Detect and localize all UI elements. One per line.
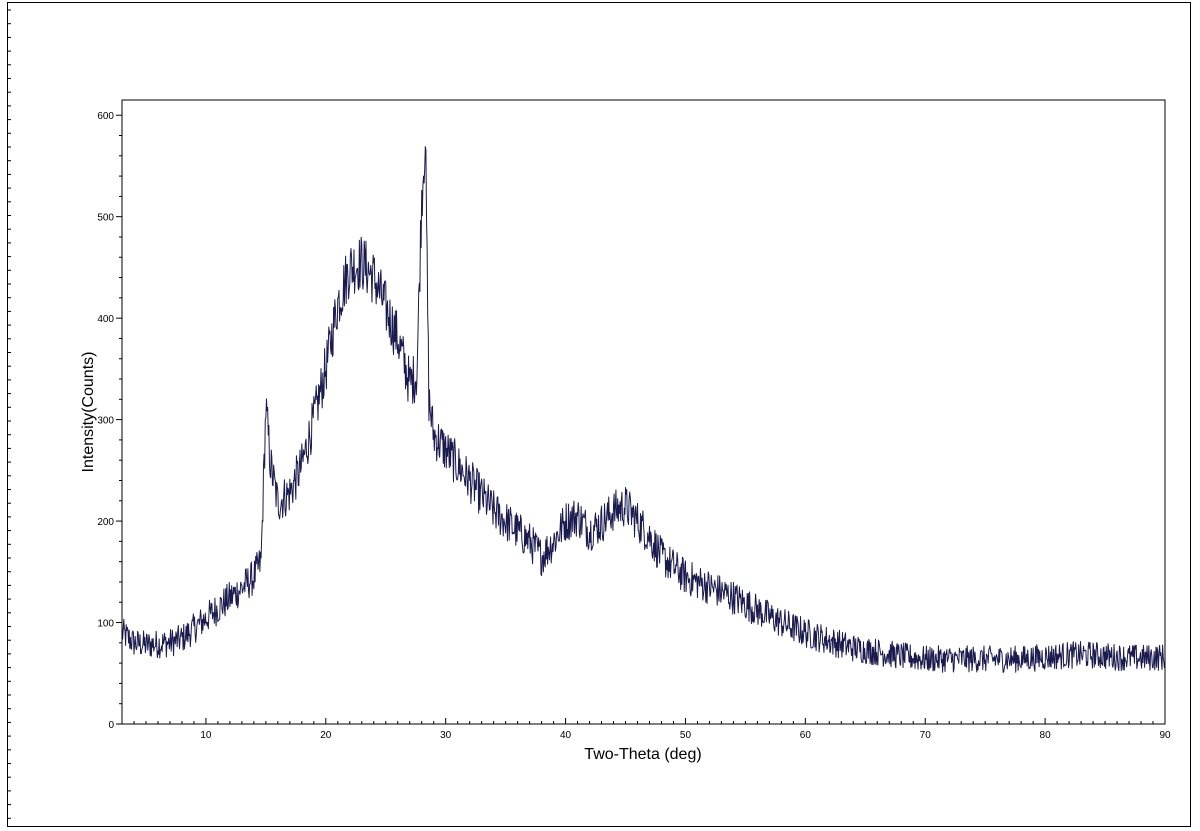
x-tick-label: 20: [320, 730, 332, 741]
x-tick-label: 50: [680, 730, 692, 741]
y-tick-label: 600: [97, 111, 114, 122]
y-tick-label: 400: [97, 314, 114, 325]
y-axis-title: Intensity(Counts): [80, 352, 97, 473]
plot-area-border: [121, 99, 1166, 725]
series-line-0: [121, 146, 1166, 673]
x-tick-label: 70: [920, 730, 932, 741]
x-axis-title: Two-Theta (deg): [584, 746, 701, 763]
series-layer: [121, 146, 1166, 673]
y-tick-label: 200: [97, 517, 114, 528]
x-tick-label: 30: [440, 730, 452, 741]
x-tick-label: 10: [200, 730, 212, 741]
chart-frame: [7, 2, 1191, 827]
y-tick-label: 300: [97, 416, 114, 427]
y-tick-label: 500: [97, 213, 114, 224]
y-tick-label: 100: [97, 619, 114, 630]
ticks-layer: 10 20 30 40 50 60 70 80 90 0 100 200 300 400 500 600: [7, 9, 1171, 819]
y-tick-label: 0: [108, 720, 114, 731]
x-tick-label: 90: [1159, 730, 1171, 741]
x-tick-label: 60: [800, 730, 812, 741]
x-tick-label: 40: [560, 730, 572, 741]
x-tick-label: 80: [1040, 730, 1052, 741]
